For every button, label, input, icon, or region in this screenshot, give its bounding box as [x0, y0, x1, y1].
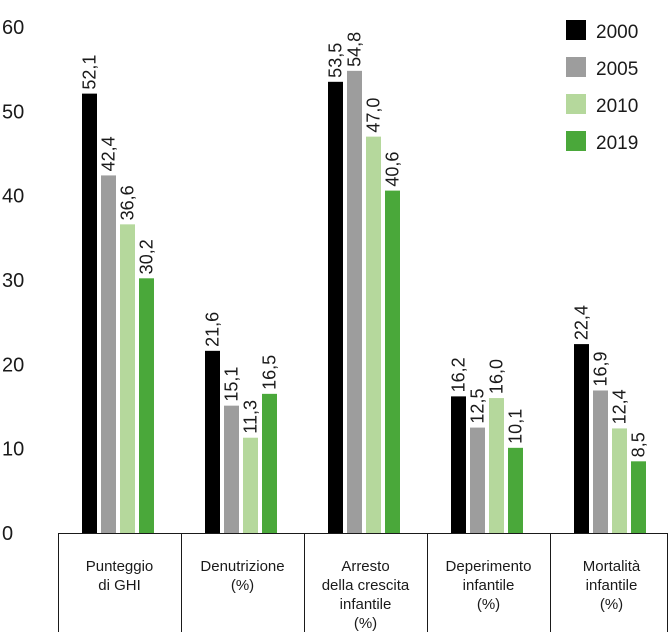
bar	[508, 447, 523, 533]
category-axis	[58, 533, 668, 632]
data-label: 12,4	[610, 389, 630, 424]
category-label: Punteggio di GHI	[86, 558, 154, 594]
bar	[224, 405, 239, 533]
data-label: 42,4	[99, 136, 119, 171]
data-label: 16,9	[591, 351, 611, 386]
y-axis-ticks: 0 10 20 30 40 50 60	[2, 17, 24, 545]
bar	[366, 136, 381, 533]
data-label: 8,5	[629, 432, 649, 457]
data-label: 52,1	[80, 55, 100, 90]
data-label: 16,2	[449, 357, 469, 392]
data-label: 16,0	[487, 359, 507, 394]
category-label: Arresto della crescita infantile (%)	[322, 558, 410, 632]
legend-label: 2005	[596, 59, 638, 80]
y-tick-label: 10	[2, 439, 24, 461]
bar	[205, 350, 220, 533]
category-label: Denutrizione (%)	[200, 558, 284, 594]
data-label: 47,0	[364, 98, 384, 133]
data-label: 54,8	[345, 32, 365, 67]
y-tick-label: 30	[2, 270, 24, 292]
bar	[82, 93, 97, 533]
bar	[489, 398, 504, 533]
bar	[451, 396, 466, 533]
legend-swatch	[566, 94, 586, 114]
data-label: 16,5	[260, 355, 280, 390]
legend-label: 2000	[596, 22, 638, 43]
legend-swatch	[566, 20, 586, 40]
bar	[243, 437, 258, 533]
bar	[470, 427, 485, 533]
data-label: 22,4	[572, 305, 592, 340]
bar	[347, 70, 362, 533]
y-tick-label: 0	[2, 523, 13, 545]
bar	[612, 428, 627, 533]
data-label: 36,6	[118, 185, 138, 220]
y-tick-label: 60	[2, 17, 24, 39]
bar	[593, 390, 608, 533]
legend-label: 2019	[596, 133, 638, 154]
y-tick-label: 40	[2, 186, 24, 208]
data-label: 11,3	[241, 400, 261, 434]
legend: 2000 2005 2010 2019	[566, 20, 638, 154]
category-labels: Punteggio di GHI Denutrizione (%) Arresto del…	[86, 558, 641, 632]
y-tick-label: 20	[2, 354, 24, 376]
data-label: 40,6	[383, 152, 403, 187]
data-label: 15,1	[222, 367, 242, 402]
legend-swatch	[566, 57, 586, 77]
bar	[139, 278, 154, 533]
data-label: 30,2	[137, 239, 157, 274]
bar	[574, 344, 589, 533]
category-label: Deperimento infantile (%)	[446, 558, 532, 613]
legend-swatch	[566, 131, 586, 151]
legend-label: 2010	[596, 96, 638, 117]
category-label: Mortalità infantile (%)	[583, 558, 641, 613]
bar	[385, 190, 400, 533]
data-label: 10,1	[506, 409, 526, 444]
bar	[120, 224, 135, 533]
data-label: 21,6	[203, 312, 223, 347]
bar	[101, 175, 116, 533]
bar	[631, 461, 646, 533]
bars: 52,1 42,4 36,6 30,2 21,6 15,111,3 16,5 53,5 54,8…	[80, 32, 649, 534]
y-tick-label: 50	[2, 101, 24, 123]
data-label: 12,5	[468, 389, 488, 424]
bar	[262, 393, 277, 533]
bar	[328, 81, 343, 534]
data-label: 53,5	[326, 43, 346, 78]
